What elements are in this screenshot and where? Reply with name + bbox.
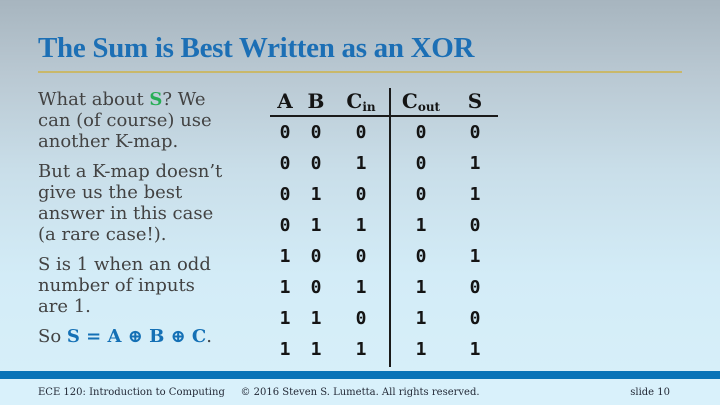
- cell: 1: [415, 339, 427, 360]
- cell: 1: [355, 277, 367, 298]
- title-underline: [38, 71, 682, 73]
- cell: 1: [469, 153, 481, 174]
- cell: 1: [355, 339, 367, 360]
- footer-copyright: © 2016 Steven S. Lumetta. All rights res…: [240, 387, 480, 398]
- p1-text-before: What about: [38, 89, 150, 110]
- table-vertical-divider: [389, 88, 391, 367]
- cell: 0: [279, 122, 291, 143]
- col-header-a-label: A: [277, 89, 293, 113]
- footer-slide-number: slide 10: [630, 387, 670, 398]
- footer-course-label: ECE 120: Introduction to Computing: [38, 387, 225, 398]
- cell: 1: [279, 339, 291, 360]
- cell: 1: [279, 246, 291, 267]
- body-text-column: What about S? We can (of course) use ano…: [38, 89, 290, 356]
- cell: 0: [355, 308, 367, 329]
- cell: 1: [469, 246, 481, 267]
- p1-highlight-s: S: [149, 89, 163, 110]
- col-header-cout-sub: out: [417, 100, 441, 114]
- cell: 0: [279, 215, 291, 236]
- col-header-cin: Cin: [332, 88, 390, 121]
- page-title: The Sum is Best Written as an XOR: [38, 32, 475, 64]
- cell: 1: [469, 339, 481, 360]
- paragraph-what-about-s: What about S? We can (of course) use ano…: [38, 89, 290, 152]
- cell: 0: [279, 153, 291, 174]
- footer-accent-bar: [0, 371, 720, 379]
- cell: 1: [415, 215, 427, 236]
- col-header-a: A: [270, 88, 300, 121]
- paragraph-xor-formula: So S = A ⊕ B ⊕ C.: [38, 326, 290, 347]
- col-header-s-label: S: [467, 89, 483, 113]
- cell: 1: [310, 339, 322, 360]
- cell: 1: [310, 308, 322, 329]
- cell: 0: [415, 153, 427, 174]
- col-header-b-label: B: [307, 89, 325, 113]
- cell: 1: [279, 277, 291, 298]
- cell: 0: [310, 246, 322, 267]
- p4-text-before: So: [38, 326, 67, 347]
- cell: 1: [355, 215, 367, 236]
- cell: 1: [469, 184, 481, 205]
- cell: 0: [310, 122, 322, 143]
- cell: 0: [355, 246, 367, 267]
- col-header-cin-label: C: [346, 89, 363, 113]
- cell: 0: [355, 122, 367, 143]
- col-header-b: B: [300, 88, 332, 121]
- cell: 0: [469, 122, 481, 143]
- p4-formula: S = A ⊕ B ⊕ C: [66, 326, 207, 347]
- cell: 0: [469, 308, 481, 329]
- cell: 0: [415, 184, 427, 205]
- cell: 1: [279, 308, 291, 329]
- p1-text-after: ? We can (of course) use another K-map.: [38, 89, 212, 152]
- col-header-cout: Cout: [390, 88, 452, 121]
- cell: 0: [469, 277, 481, 298]
- cell: 1: [415, 277, 427, 298]
- cell: 0: [355, 184, 367, 205]
- cell: 0: [415, 246, 427, 267]
- cell: 0: [469, 215, 481, 236]
- cell: 0: [279, 184, 291, 205]
- col-header-s: S: [452, 88, 498, 121]
- cell: 1: [310, 184, 322, 205]
- cell: 0: [310, 153, 322, 174]
- cell: 0: [415, 122, 427, 143]
- paragraph-odd-inputs: S is 1 when an odd number of inputs are …: [38, 254, 211, 317]
- paragraph-kmap-limitation: But a K-map doesn’t give us the best ans…: [38, 161, 223, 245]
- table-header-row: A B Cin Cout S: [270, 88, 498, 117]
- p4-text-after: .: [206, 326, 212, 347]
- col-header-cin-sub: in: [362, 100, 376, 114]
- footer: ECE 120: Introduction to Computing © 201…: [0, 379, 720, 405]
- cell: 0: [310, 277, 322, 298]
- cell: 1: [415, 308, 427, 329]
- col-header-cout-label: C: [401, 89, 418, 113]
- cell: 1: [310, 215, 322, 236]
- cell: 1: [355, 153, 367, 174]
